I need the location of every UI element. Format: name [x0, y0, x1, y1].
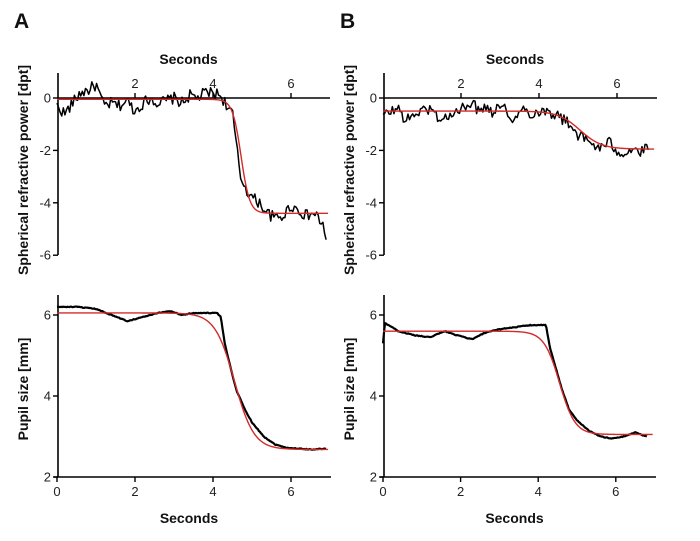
x-axis-title: Seconds — [486, 51, 545, 67]
x-tick-label: 4 — [535, 76, 542, 91]
x-tick-label: 2 — [457, 484, 464, 499]
fit-curve — [57, 98, 329, 214]
y-tick-label: -6 — [39, 248, 51, 263]
fit-curve — [383, 330, 653, 436]
panel-label-a: A — [14, 10, 29, 33]
x-tick-label: 4 — [209, 484, 216, 499]
y-tick-label: -2 — [365, 143, 377, 158]
y-tick-label: 4 — [370, 389, 377, 404]
y-axis-title: Pupil size [mm] — [15, 338, 31, 441]
y-tick-label: 2 — [44, 470, 51, 485]
x-axis-title: Seconds — [159, 51, 218, 67]
x-tick-label: 6 — [287, 484, 294, 499]
y-tick-label: -6 — [365, 248, 377, 263]
panel-label-b: B — [340, 10, 355, 33]
plot-a-refraction: 0 -2 -4 -6 2 4 6 Seconds Spherical refractive po… — [15, 51, 330, 275]
plot-b-refraction: 0 -2 -4 -6 2 4 6 Seconds Spherical refractive po… — [341, 51, 657, 275]
x-tick-label: 6 — [287, 76, 294, 91]
y-tick-label: 0 — [44, 91, 51, 106]
x-tick-label: 6 — [612, 484, 619, 499]
measured-trace — [56, 81, 327, 240]
x-tick-label: 4 — [209, 76, 216, 91]
x-tick-label: 2 — [131, 484, 138, 499]
y-axis-title: Spherical refractive power [dpt] — [341, 65, 357, 275]
x-tick-label: 0 — [53, 484, 60, 499]
y-tick-label: 6 — [44, 308, 51, 323]
y-tick-label: -2 — [39, 143, 51, 158]
measured-trace — [56, 305, 327, 451]
x-tick-label: 2 — [457, 76, 464, 91]
y-tick-label: -4 — [365, 195, 377, 210]
y-axis-title: Spherical refractive power [dpt] — [15, 65, 31, 275]
y-axis-title: Pupil size [mm] — [341, 338, 357, 441]
x-tick-label: 4 — [535, 484, 542, 499]
y-tick-label: 0 — [370, 91, 377, 106]
measured-trace — [381, 321, 648, 440]
x-axis-title: Seconds — [160, 510, 219, 526]
y-tick-label: -4 — [39, 195, 51, 210]
x-tick-label: 2 — [131, 76, 138, 91]
y-tick-label: 4 — [44, 389, 51, 404]
x-tick-label: 0 — [379, 484, 386, 499]
x-tick-label: 6 — [613, 76, 620, 91]
x-axis-title: Seconds — [485, 510, 544, 526]
fit-curve — [57, 312, 329, 451]
y-tick-label: 6 — [370, 308, 377, 323]
measured-trace — [382, 99, 649, 158]
fit-curve — [383, 110, 655, 150]
y-tick-label: 2 — [370, 470, 377, 485]
